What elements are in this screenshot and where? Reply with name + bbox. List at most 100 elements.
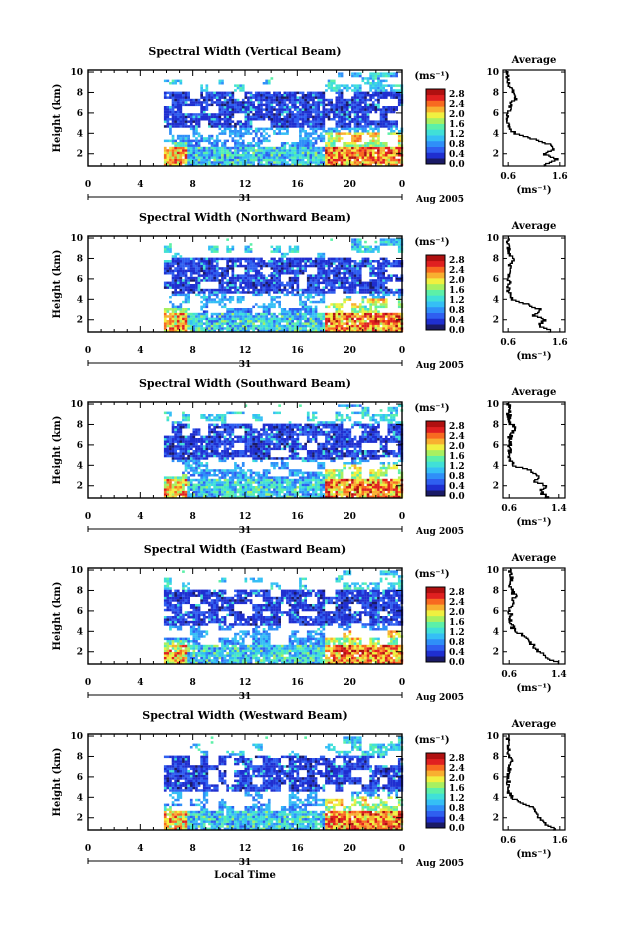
heatmap-cell	[349, 111, 352, 114]
heatmap-cell	[182, 301, 185, 304]
heatmap-cell	[174, 270, 177, 273]
heatmap-cell	[273, 101, 276, 104]
heatmap-cell	[312, 156, 315, 159]
heatmap-cell	[211, 315, 214, 318]
heatmap-cell	[255, 96, 258, 99]
heatmap-cell	[190, 113, 193, 116]
heatmap-cell	[328, 144, 331, 147]
heatmap-cell	[346, 258, 349, 261]
heatmap-cell	[330, 147, 333, 150]
heatmap-cell	[281, 289, 284, 292]
heatmap-cell	[398, 301, 401, 304]
heatmap-cell	[281, 152, 284, 155]
heatmap-cell	[328, 99, 331, 102]
heatmap-cell	[382, 306, 385, 309]
heatmap-cell	[177, 315, 180, 318]
heatmap-cell	[346, 132, 349, 135]
heatmap-cell	[320, 96, 323, 99]
heatmap-cell	[182, 159, 185, 162]
heatmap-cell	[351, 246, 354, 249]
heatmap-cell	[258, 265, 261, 268]
heatmap-cell	[284, 272, 287, 275]
heatmap-cell	[325, 291, 328, 294]
heatmap-cell	[343, 279, 346, 282]
heatmap-cell	[289, 258, 292, 261]
heatmap-cell	[229, 320, 232, 323]
heatmap-cell	[330, 118, 333, 121]
heatmap-cell	[172, 450, 175, 453]
heatmap-cell	[377, 260, 380, 263]
heatmap-cell	[252, 140, 255, 143]
heatmap-cell	[380, 108, 383, 111]
heatmap-cell	[364, 313, 367, 316]
heatmap-cell	[312, 286, 315, 289]
heatmap-cell	[362, 94, 365, 97]
heatmap-cell	[211, 318, 214, 321]
heatmap-cell	[291, 99, 294, 102]
heatmap-cell	[315, 262, 318, 265]
heatmap-cell	[377, 82, 380, 85]
heatmap-cell	[328, 277, 331, 280]
heatmap-cell	[369, 87, 372, 90]
heatmap-cell	[382, 270, 385, 273]
heatmap-cell	[200, 260, 203, 263]
heatmap-cell	[372, 94, 375, 97]
heatmap-cell	[219, 322, 222, 325]
heatmap-cell	[216, 322, 219, 325]
heatmap-cell	[375, 310, 378, 313]
heatmap-cell	[320, 118, 323, 121]
heatmap-cell	[213, 144, 216, 147]
heatmap-cell	[286, 113, 289, 116]
heatmap-cell	[224, 294, 227, 297]
heatmap-cell	[273, 315, 276, 318]
heatmap-cell	[250, 318, 253, 321]
heatmap-cell	[307, 161, 310, 164]
heatmap-cell	[247, 99, 250, 102]
heatmap-cell	[291, 327, 294, 330]
heatmap-cell	[263, 318, 266, 321]
heatmap-cell	[310, 320, 313, 323]
heatmap-cell	[216, 152, 219, 155]
heatmap-cell	[356, 318, 359, 321]
heatmap-cell	[369, 125, 372, 128]
heatmap-cell	[221, 322, 224, 325]
heatmap-cell	[380, 270, 383, 273]
heatmap-cell	[263, 137, 266, 140]
heatmap-cell	[237, 101, 240, 104]
heatmap-cell	[187, 149, 190, 152]
heatmap-cell	[377, 101, 380, 104]
heatmap-cell	[375, 322, 378, 325]
heatmap-cell	[208, 113, 211, 116]
heatmap-cell	[369, 248, 372, 251]
heatmap-cell	[294, 274, 297, 277]
heatmap-cell	[216, 270, 219, 273]
heatmap-cell	[289, 96, 292, 99]
heatmap-cell	[169, 149, 172, 152]
heatmap-cell	[297, 282, 300, 285]
heatmap-cell	[206, 279, 209, 282]
heatmap-cell	[385, 154, 388, 157]
heatmap-cell	[349, 291, 352, 294]
heatmap-cell	[349, 113, 352, 116]
heatmap-cell	[260, 113, 263, 116]
heatmap-cell	[330, 80, 333, 83]
heatmap-cell	[234, 130, 237, 133]
heatmap-cell	[200, 106, 203, 109]
heatmap-cell	[234, 310, 237, 313]
heatmap-cell	[271, 159, 274, 162]
heatmap-cell	[167, 265, 170, 268]
heatmap-cell	[255, 262, 258, 265]
heatmap-cell	[265, 108, 268, 111]
heatmap-cell	[393, 315, 396, 318]
heatmap-cell	[239, 258, 242, 261]
heatmap-cell	[286, 315, 289, 318]
heatmap-cell	[346, 277, 349, 280]
heatmap-cell	[260, 118, 263, 121]
heatmap-cell	[182, 286, 185, 289]
heatmap-cell	[299, 123, 302, 126]
heatmap-cell	[250, 308, 253, 311]
heatmap-cell	[239, 325, 242, 328]
heatmap-cell	[341, 101, 344, 104]
heatmap-cell	[312, 132, 315, 135]
heatmap-cell	[224, 272, 227, 275]
